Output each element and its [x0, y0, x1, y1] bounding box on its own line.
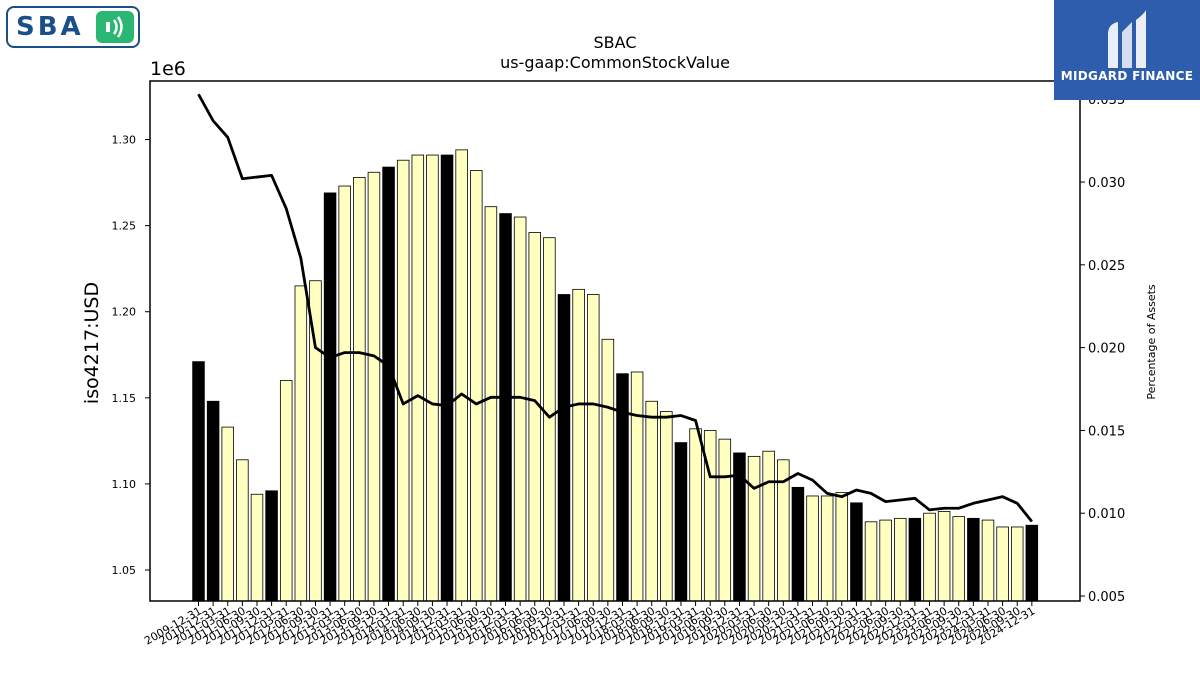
bar-2017-09-30 [601, 338, 615, 602]
bar-2013-12-31 [382, 166, 395, 602]
bar-2014-03-31 [396, 159, 410, 602]
bar-2015-06-30 [470, 170, 483, 602]
bar-2014-12-31 [440, 154, 454, 602]
y2-tick-label: 0.005 [1088, 590, 1125, 605]
sba-logo-text: SBA [16, 12, 84, 42]
bar-2011-06-30 [236, 459, 249, 602]
chart-subtitle: us-gaap:CommonStockValue [500, 53, 730, 72]
bar-2013-09-30 [367, 171, 381, 602]
midgard-logo-text: MIDGARD FINANCE [1060, 69, 1194, 83]
bar-2017-03-31 [572, 288, 585, 602]
bar-2016-03-31 [513, 216, 527, 602]
y-tick-label: 1.25 [112, 220, 137, 233]
bar-group [192, 149, 1039, 602]
midgard-emblem-icon [1108, 10, 1146, 68]
bar-2024-09-30 [1010, 526, 1024, 602]
midgard-logo: MIDGARD FINANCE [1054, 0, 1200, 100]
bar-2018-09-30 [660, 411, 673, 602]
bar-2015-03-31 [455, 149, 468, 602]
bar-2010-12-31 [206, 400, 220, 602]
bar-2022-03-31 [864, 521, 878, 602]
bar-2019-03-31 [689, 428, 702, 602]
bar-2012-12-31 [323, 192, 337, 602]
y2-tick-label: 0.025 [1088, 259, 1125, 274]
bar-2023-03-31 [923, 512, 936, 602]
bar-2021-09-30 [835, 492, 849, 602]
bar-2022-12-31 [908, 517, 922, 602]
bar-2016-09-30 [543, 237, 556, 602]
y-tick-label: 1.20 [112, 306, 137, 319]
line-layer [197, 93, 1033, 523]
bar-2011-12-31 [265, 490, 278, 602]
bar-2014-09-30 [426, 154, 439, 602]
bar-2023-09-30 [952, 516, 965, 602]
y2-tick-label: 0.030 [1088, 176, 1125, 191]
plot-frame [149, 80, 1081, 602]
y-tick-label: 1.10 [112, 478, 137, 491]
x-axis: 2009-12-312010-12-312011-03-312011-06-30… [142, 601, 1037, 648]
y-axis-label: iso4217:USD [81, 282, 103, 404]
y-tick-label: 1.30 [112, 134, 137, 147]
bar-2024-12-31 [1025, 524, 1039, 602]
bar-2015-09-30 [484, 206, 498, 602]
bar-2018-06-30 [645, 400, 658, 602]
bar-2020-03-31 [747, 455, 761, 602]
y-tick-label: 1.15 [112, 392, 137, 405]
bar-2024-03-31 [981, 519, 995, 602]
bar-2020-12-31 [791, 486, 805, 602]
y-offset-label: 1e6 [150, 58, 186, 80]
bar-2014-06-30 [411, 154, 425, 602]
bar-2023-12-31 [967, 517, 980, 602]
bar-2012-03-31 [279, 380, 293, 602]
bar-2021-06-30 [820, 495, 834, 602]
bar-2021-03-31 [806, 495, 819, 602]
bar-2017-06-30 [586, 294, 600, 602]
y2-tick-label: 0.015 [1088, 424, 1125, 439]
bar-2012-06-30 [294, 285, 308, 602]
bar-2023-06-30 [937, 511, 951, 602]
bar-2018-12-31 [674, 442, 688, 602]
bar-2011-03-31 [221, 426, 234, 602]
bar-2022-09-30 [894, 517, 907, 602]
y-tick-label: 1.05 [112, 564, 137, 577]
bar-2015-12-31 [499, 213, 512, 602]
bar-2011-09-30 [250, 493, 264, 602]
sba-logo: SBA [6, 6, 140, 48]
bar-2020-06-30 [762, 450, 775, 602]
percentage-of-assets-line [197, 93, 1033, 523]
bar-2016-12-31 [557, 294, 571, 602]
bar-2016-06-30 [528, 232, 542, 602]
y2-tick-label: 0.020 [1088, 342, 1125, 357]
bar-2019-09-30 [718, 438, 732, 602]
y2-axis-label: Percentage of Assets [1145, 284, 1158, 400]
bar-2024-06-30 [996, 526, 1009, 602]
y-axis: 1.05 1.10 1.15 1.20 1.25 1.30 [112, 134, 150, 577]
bar-2009-12-31 [192, 361, 205, 602]
bar-2017-12-31 [616, 373, 629, 602]
bar-2018-03-31 [630, 371, 644, 602]
bar-2022-06-30 [879, 519, 892, 602]
bar-2013-03-31 [338, 185, 351, 602]
y2-tick-label: 0.010 [1088, 507, 1125, 522]
bar-2013-06-30 [353, 177, 366, 602]
bar-2021-12-31 [850, 502, 863, 602]
signal-icon [96, 11, 134, 43]
chart-title: SBAC [594, 33, 637, 52]
